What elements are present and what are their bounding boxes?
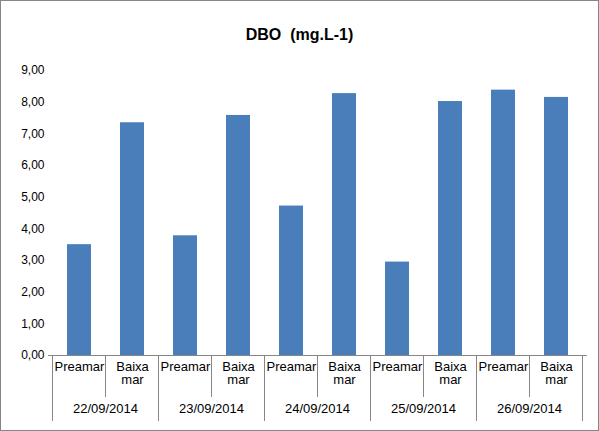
svg-text:0,00: 0,00 [21, 348, 45, 362]
svg-text:3,00: 3,00 [21, 253, 45, 267]
svg-text:Preamar: Preamar [373, 359, 424, 374]
svg-text:23/09/2014: 23/09/2014 [179, 401, 244, 416]
svg-text:1,00: 1,00 [21, 317, 45, 331]
svg-text:7,00: 7,00 [21, 127, 45, 141]
svg-text:Preamar: Preamar [267, 359, 318, 374]
svg-text:22/09/2014: 22/09/2014 [73, 401, 138, 416]
svg-text:26/09/2014: 26/09/2014 [497, 401, 562, 416]
svg-text:6,00: 6,00 [21, 158, 45, 172]
svg-text:DBO (mg.L-1): DBO (mg.L-1) [246, 26, 354, 43]
svg-text:Preamar: Preamar [161, 359, 212, 374]
svg-text:4,00: 4,00 [21, 222, 45, 236]
svg-text:9,00: 9,00 [21, 63, 45, 77]
svg-text:25/09/2014: 25/09/2014 [391, 401, 456, 416]
svg-text:Preamar: Preamar [479, 359, 530, 374]
svg-text:Preamar: Preamar [55, 359, 106, 374]
svg-text:5,00: 5,00 [21, 190, 45, 204]
svg-text:8,00: 8,00 [21, 95, 45, 109]
svg-text:2,00: 2,00 [21, 285, 45, 299]
svg-text:24/09/2014: 24/09/2014 [285, 401, 350, 416]
svg-text:Baixamar: Baixamar [116, 359, 149, 387]
svg-text:Baixamar: Baixamar [540, 359, 573, 387]
svg-text:Baixamar: Baixamar [328, 359, 361, 387]
svg-text:Baixamar: Baixamar [222, 359, 255, 387]
svg-text:Baixamar: Baixamar [434, 359, 467, 387]
